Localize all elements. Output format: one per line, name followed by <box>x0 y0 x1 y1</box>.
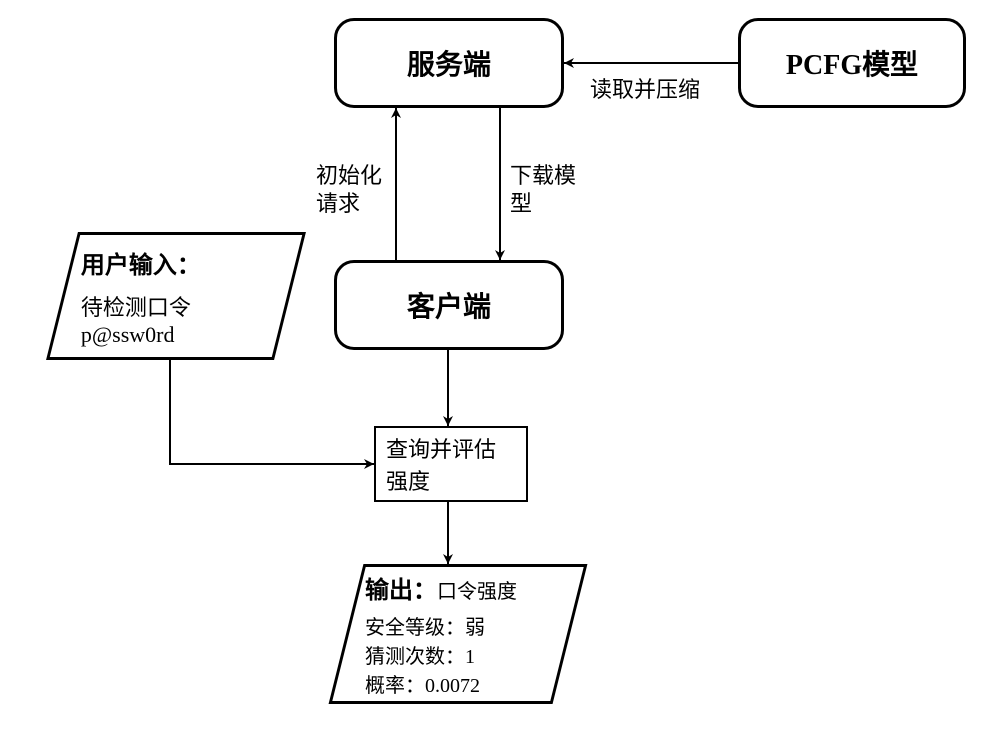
output-title-row: 输出：口令强度 <box>365 570 551 605</box>
label-download-l2: 型 <box>510 186 532 218</box>
output-line3: 概率：0.0072 <box>365 669 551 698</box>
node-pcfg-label: PCFG模型 <box>786 43 918 83</box>
diagram-canvas: 服务端 PCFG模型 客户端 用户输入： 待检测口令 p@ssw0rd 查询并评… <box>0 0 1000 733</box>
user-input-title: 用户输入： <box>81 245 271 280</box>
edge-userinput-to-evaluate <box>170 360 374 464</box>
output-line1: 安全等级：弱 <box>365 611 551 640</box>
label-read-compress: 读取并压缩 <box>590 72 700 104</box>
output-line2: 猜测次数：1 <box>365 640 551 669</box>
output-title: 输出： <box>365 578 437 604</box>
evaluate-line1: 查询并评估 <box>386 432 496 464</box>
output-title-inline: 口令强度 <box>437 581 517 603</box>
user-input-line1: 待检测口令 <box>81 290 271 322</box>
node-pcfg: PCFG模型 <box>738 18 966 108</box>
node-server: 服务端 <box>334 18 564 108</box>
node-evaluate: 查询并评估 强度 <box>374 426 528 502</box>
node-client-label: 客户端 <box>407 285 491 325</box>
user-input-line2: p@ssw0rd <box>81 322 271 348</box>
node-client: 客户端 <box>334 260 564 350</box>
node-server-label: 服务端 <box>407 43 491 83</box>
label-init-request-l2: 请求 <box>316 186 360 218</box>
node-user-input: 用户输入： 待检测口令 p@ssw0rd <box>46 232 306 360</box>
node-output: 输出：口令强度 安全等级：弱 猜测次数：1 概率：0.0072 <box>329 564 588 704</box>
evaluate-line2: 强度 <box>386 464 430 496</box>
